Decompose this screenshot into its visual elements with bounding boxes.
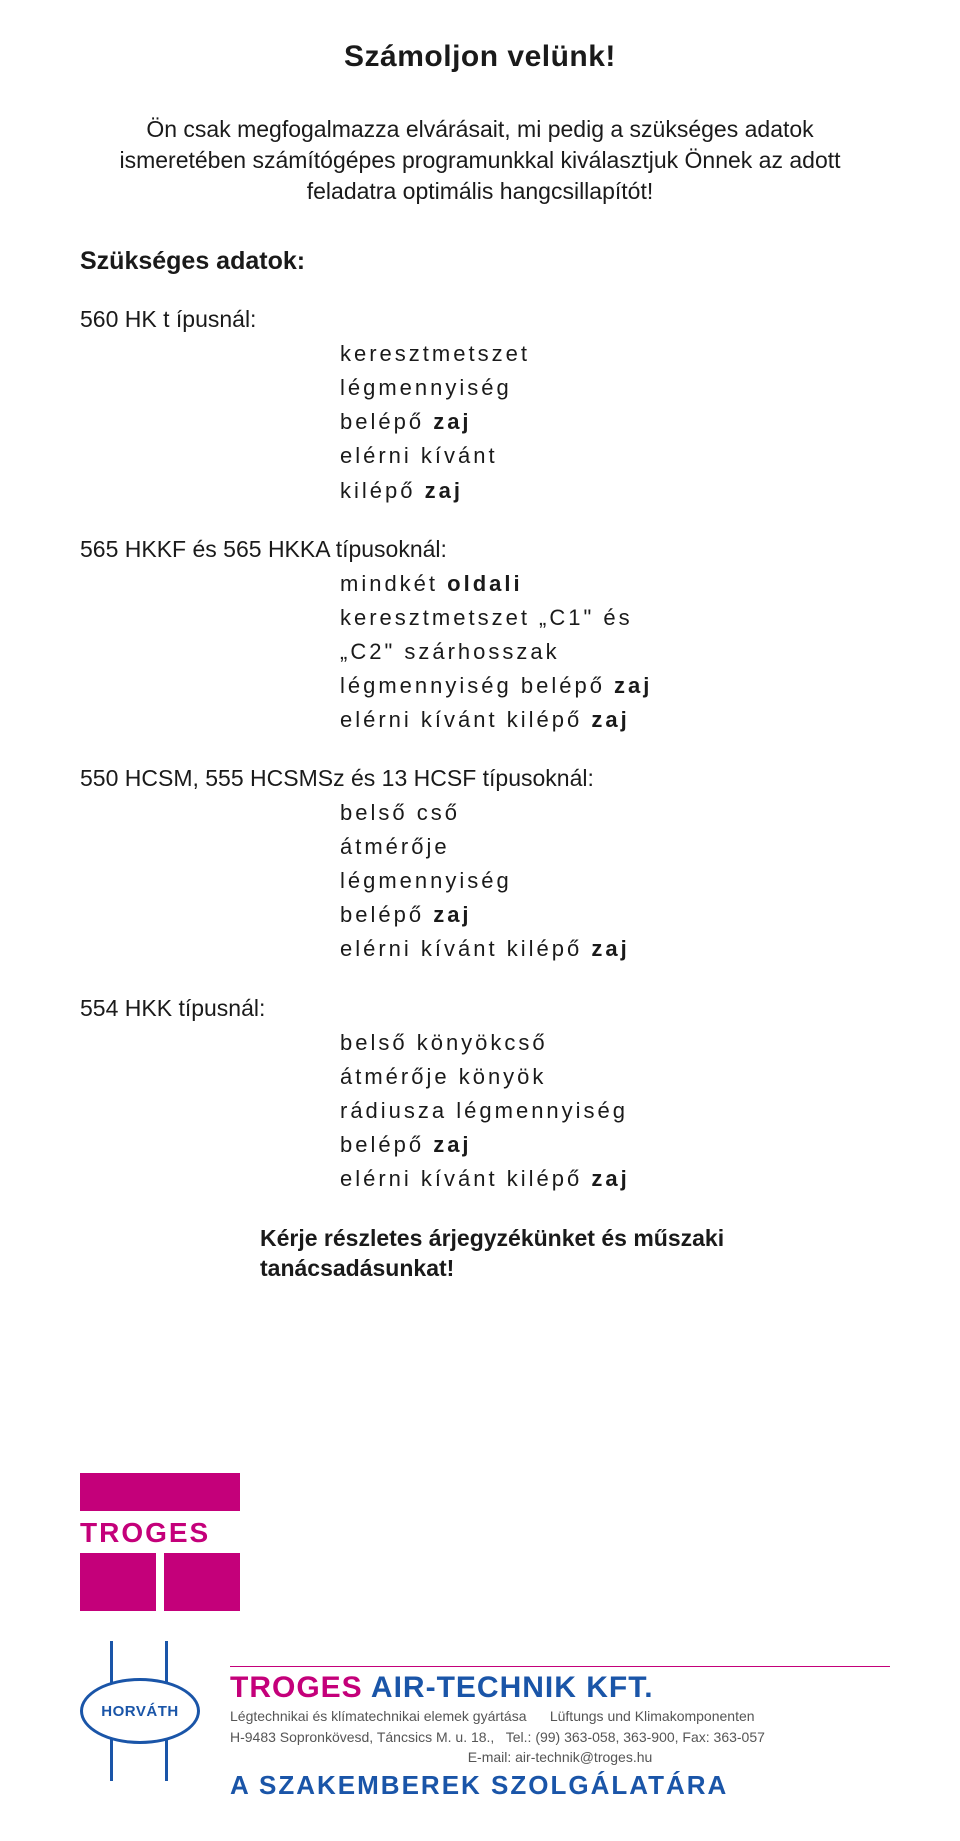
section-label: 565 HKKF és 565 HKKA típusoknál:	[80, 536, 880, 563]
spec-text: „C2" szárhosszak	[340, 639, 560, 664]
spec-list: keresztmetszet légmennyiség belépő zaj elér…	[340, 337, 880, 507]
company-sub2-right: Tel.: (99) 363-058, 363-900, Fax: 363-05…	[506, 1729, 765, 1745]
spec-text: elérni kívánt kilépő	[340, 1166, 591, 1191]
spec-text: zaj	[614, 673, 652, 698]
spec-text: átmérője	[340, 834, 450, 859]
spec-text: zaj	[433, 409, 471, 434]
company-sub-line2: H-9483 Sopronkövesd, Táncsics M. u. 18.,…	[230, 1728, 930, 1746]
spec-text: elérni kívánt	[340, 443, 498, 468]
company-tagline: A SZAKEMBEREK SZOLGÁLATÁRA	[230, 1770, 930, 1801]
spec-line: belépő zaj	[340, 898, 880, 932]
company-name-blue: AIR-TECHNIK KFT.	[363, 1671, 654, 1704]
spec-text: oldali	[447, 571, 522, 596]
logo-text: TROGES	[80, 1517, 240, 1549]
spec-line: keresztmetszet „C1" és	[340, 601, 880, 635]
required-data-heading: Szükséges adatok:	[80, 247, 880, 276]
horvath-oval: HORVÁTH	[80, 1678, 200, 1744]
company-block: TROGES AIR-TECHNIK KFT. Légtechnikai és …	[230, 1666, 930, 1801]
page-title: Számoljon velünk!	[80, 40, 880, 74]
company-name-red: TROGES	[230, 1671, 363, 1704]
closing-line: Kérje részletes árjegyzékünket és műszak…	[260, 1224, 880, 1284]
spec-text: légmennyiség belépő	[340, 673, 614, 698]
spec-line: keresztmetszet	[340, 337, 880, 371]
logo-bar-row	[80, 1553, 240, 1611]
company-sub1-left: Légtechnikai és klímatechnikai elemek gy…	[230, 1708, 527, 1724]
spec-text: belépő	[340, 902, 433, 927]
section-label: 550 HCSM, 555 HCSMSz és 13 HCSF típusokn…	[80, 765, 880, 792]
spec-text: légmennyiség	[340, 868, 512, 893]
spec-text: kilépő	[340, 478, 425, 503]
spec-line: kilépő zaj	[340, 474, 880, 508]
troges-logo: TROGES	[80, 1473, 240, 1611]
horvath-badge: HORVÁTH	[80, 1641, 200, 1781]
sections-container: 560 HK t ípusnál: keresztmetszet légmennyi…	[80, 306, 880, 1196]
document-page: Számoljon velünk! Ön csak megfogalmazza …	[0, 0, 960, 1841]
spec-line: elérni kívánt	[340, 439, 880, 473]
spec-text: belépő	[340, 409, 433, 434]
spec-line: belépő zaj	[340, 405, 880, 439]
spec-list: belső könyökcső átmérője könyök rádiusza l…	[340, 1026, 880, 1196]
section-label: 560 HK t ípusnál:	[80, 306, 880, 333]
spec-text: belső könyökcső	[340, 1030, 548, 1055]
spec-text: keresztmetszet	[340, 341, 530, 366]
company-sub2-left: H-9483 Sopronkövesd, Táncsics M. u. 18.,	[230, 1729, 494, 1745]
spec-text: zaj	[433, 1132, 471, 1157]
spec-text: légmennyiség	[340, 375, 512, 400]
company-sub-line1: Légtechnikai és klímatechnikai elemek gy…	[230, 1707, 930, 1725]
spec-text: belépő	[340, 1132, 433, 1157]
spec-text: rádiusza légmennyiség	[340, 1098, 628, 1123]
intro-paragraph: Ön csak megfogalmazza elvárásait, mi ped…	[80, 114, 880, 207]
spec-line: átmérője könyök	[340, 1060, 880, 1094]
spec-text: zaj	[591, 936, 629, 961]
spec-line: légmennyiség	[340, 371, 880, 405]
horvath-text: HORVÁTH	[101, 1703, 178, 1720]
company-sub-line3: E-mail: air-technik@troges.hu	[230, 1748, 890, 1766]
spec-text: belső cső	[340, 800, 460, 825]
spec-line: elérni kívánt kilépő zaj	[340, 703, 880, 737]
spec-text: átmérője könyök	[340, 1064, 546, 1089]
spec-text: zaj	[433, 902, 471, 927]
spec-text: zaj	[591, 707, 629, 732]
spec-line: mindkét oldali	[340, 567, 880, 601]
spec-text: elérni kívánt kilépő	[340, 707, 591, 732]
spec-line: belső könyökcső	[340, 1026, 880, 1060]
logo-bar-right	[164, 1553, 240, 1611]
company-sub1-right: Lüftungs und Klimakomponenten	[550, 1708, 755, 1724]
company-rule	[230, 1666, 890, 1667]
spec-text: keresztmetszet „C1" és	[340, 605, 633, 630]
spec-line: átmérője	[340, 830, 880, 864]
spec-line: belső cső	[340, 796, 880, 830]
section-label: 554 HKK típusnál:	[80, 995, 880, 1022]
spec-line: belépő zaj	[340, 1128, 880, 1162]
spec-text: zaj	[591, 1166, 629, 1191]
spec-text: zaj	[425, 478, 463, 503]
spec-list: belső csőátmérőjelégmennyiségbelépő zaje…	[340, 796, 880, 966]
logo-bar-left	[80, 1553, 156, 1611]
spec-line: légmennyiség	[340, 864, 880, 898]
spec-text: elérni kívánt kilépő	[340, 936, 591, 961]
spec-list: mindkét oldali keresztmetszet „C1" és „C2"…	[340, 567, 880, 737]
spec-line: elérni kívánt kilépő zaj	[340, 932, 880, 966]
company-name: TROGES AIR-TECHNIK KFT.	[230, 1671, 930, 1705]
spec-line: rádiusza légmennyiség	[340, 1094, 880, 1128]
spec-line: elérni kívánt kilépő zaj	[340, 1162, 880, 1196]
spec-line: légmennyiség belépő zaj	[340, 669, 880, 703]
spec-line: „C2" szárhosszak	[340, 635, 880, 669]
spec-text: mindkét	[340, 571, 447, 596]
logo-bar-top	[80, 1473, 240, 1511]
